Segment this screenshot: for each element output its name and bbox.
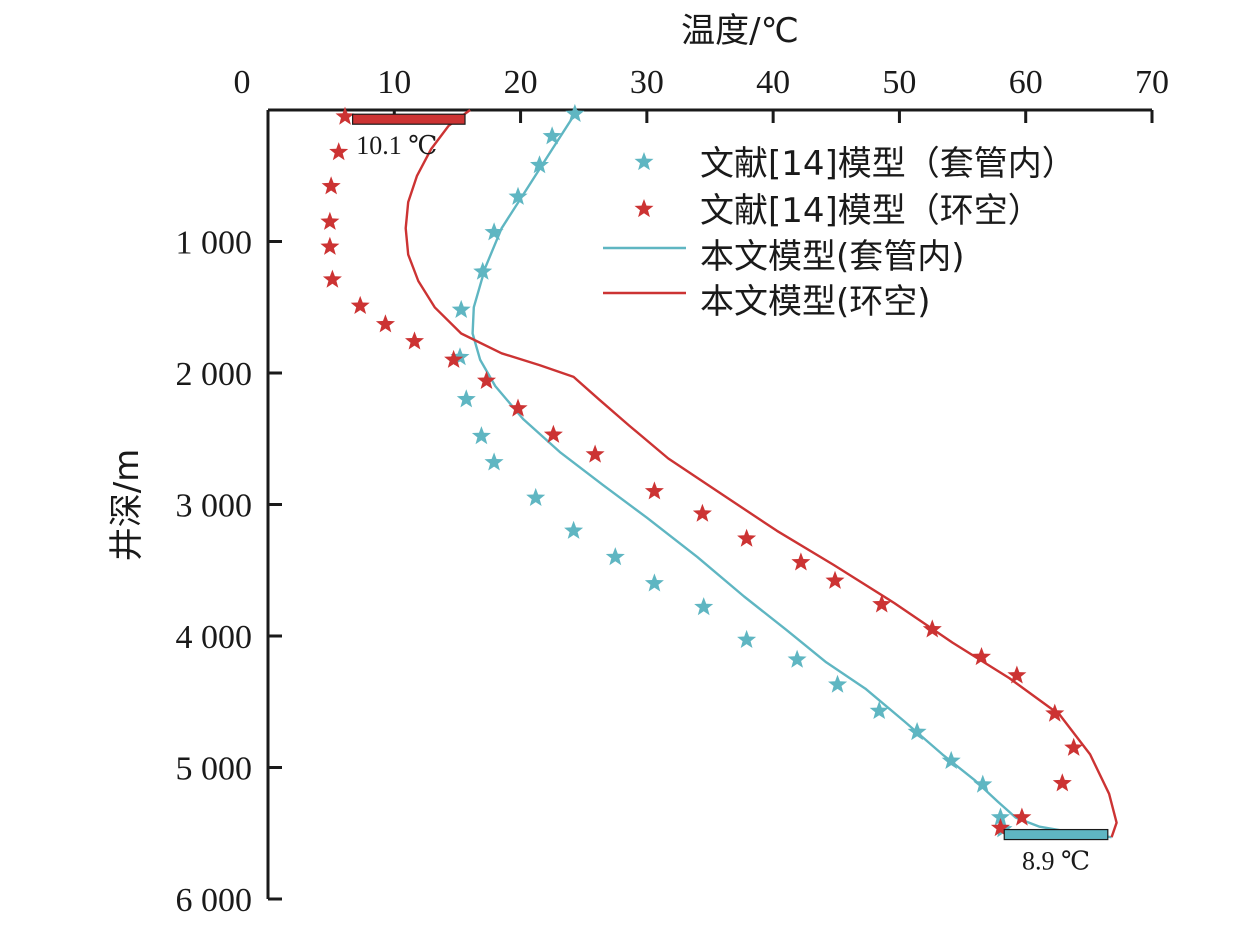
data-point-star-casing — [941, 750, 961, 769]
data-point-star-casing — [737, 629, 757, 648]
data-point-star-annulus — [1012, 807, 1032, 826]
y-tick-label: 6 000 — [176, 882, 253, 919]
data-point-star-annulus — [350, 295, 370, 314]
data-point-star-casing — [565, 103, 585, 122]
series-line-annulus — [404, 109, 1118, 838]
data-point-star-annulus — [692, 503, 712, 522]
data-point-star-annulus — [375, 314, 395, 333]
x-tick-label: 50 — [882, 64, 916, 101]
data-point-star-casing — [644, 573, 664, 592]
data-point-star-casing — [542, 126, 562, 145]
data-point-star-annulus — [737, 528, 757, 547]
difference-label: 8.9 ℃ — [1022, 847, 1090, 876]
legend-marker-star — [634, 199, 654, 218]
x-axis-title: 温度/℃ — [681, 11, 799, 51]
legend: 文献[14]模型（套管内） 文献[14]模型（环空） 本文模型(套管内) 本文模型(环… — [603, 144, 1076, 322]
legend-label: 本文模型(套管内) — [700, 237, 965, 277]
x-tick-label: 40 — [756, 64, 790, 101]
annotations: 10.1 ℃ 8.9 ℃ — [352, 113, 1109, 876]
legend-marker-star — [634, 152, 654, 171]
data-point-star-annulus — [320, 236, 340, 255]
data-point-star-annulus — [543, 424, 563, 443]
data-point-star-casing — [907, 722, 927, 741]
data-point-star-annulus — [477, 370, 496, 389]
legend-label: 文献[14]模型（环空） — [700, 191, 1042, 231]
data-point-star-annulus — [1052, 773, 1072, 792]
data-point-star-annulus — [585, 444, 605, 463]
data-point-star-annulus — [329, 142, 349, 161]
difference-label: 10.1 ℃ — [356, 131, 437, 160]
data-point-star-casing — [473, 261, 493, 280]
data-point-star-annulus — [321, 176, 341, 195]
data-point-star-annulus — [1064, 737, 1084, 756]
data-point-star-annulus — [444, 349, 464, 368]
y-tick-label: 2 000 — [176, 356, 253, 393]
x-tick-label: 30 — [630, 64, 664, 101]
data-point-star-annulus — [872, 594, 892, 613]
x-tick-label: 60 — [1009, 64, 1043, 101]
data-point-star-casing — [526, 487, 546, 506]
data-point-star-casing — [456, 389, 476, 408]
plot-markers — [320, 103, 1084, 838]
data-point-star-annulus — [335, 106, 355, 125]
data-point-star-annulus — [644, 481, 664, 500]
data-point-star-casing — [508, 186, 528, 205]
y-tick-label: 3 000 — [176, 488, 253, 525]
data-point-star-casing — [530, 155, 549, 174]
data-point-star-annulus — [1007, 665, 1027, 684]
data-point-star-annulus — [508, 398, 528, 417]
y-tick-label: 5 000 — [176, 751, 253, 788]
data-point-star-casing — [564, 520, 584, 539]
data-point-star-casing — [869, 701, 889, 719]
x-tick-label: 20 — [504, 64, 538, 101]
data-point-star-annulus — [791, 552, 811, 571]
data-point-star-casing — [484, 222, 504, 241]
data-point-star-casing — [828, 674, 848, 693]
data-point-star-casing — [605, 547, 625, 566]
data-point-star-annulus — [322, 269, 342, 288]
legend-label: 本文模型(环空) — [700, 282, 931, 322]
difference-bar — [1003, 828, 1109, 841]
y-axis-title: 井深/m — [107, 449, 147, 562]
data-point-star-annulus — [1045, 703, 1065, 722]
x-tick-label: 0 — [234, 64, 251, 101]
data-point-star-casing — [973, 774, 993, 793]
data-point-star-casing — [694, 597, 714, 616]
data-point-star-annulus — [320, 211, 340, 230]
axes: 0 10 20 30 40 50 60 70 温度/℃ 1 000 2 000 3 000 4 000 5… — [107, 11, 1169, 919]
y-tick-label: 4 000 — [176, 619, 253, 656]
x-tick-label: 10 — [377, 64, 411, 101]
data-point-star-annulus — [990, 818, 1010, 837]
data-point-star-casing — [484, 452, 504, 471]
legend-label: 文献[14]模型（套管内） — [700, 144, 1076, 184]
data-point-star-annulus — [405, 331, 424, 350]
data-point-star-annulus — [922, 619, 942, 638]
data-point-star-casing — [451, 299, 471, 318]
data-point-star-casing — [450, 347, 470, 366]
data-point-star-annulus — [972, 647, 991, 666]
x-tick-label: 70 — [1135, 64, 1169, 101]
data-point-star-casing — [471, 426, 491, 445]
difference-bar — [352, 113, 466, 125]
y-tick-label: 1 000 — [176, 225, 253, 262]
data-point-star-casing — [787, 649, 807, 668]
data-point-star-casing — [990, 807, 1010, 826]
data-point-star-annulus — [825, 570, 845, 589]
